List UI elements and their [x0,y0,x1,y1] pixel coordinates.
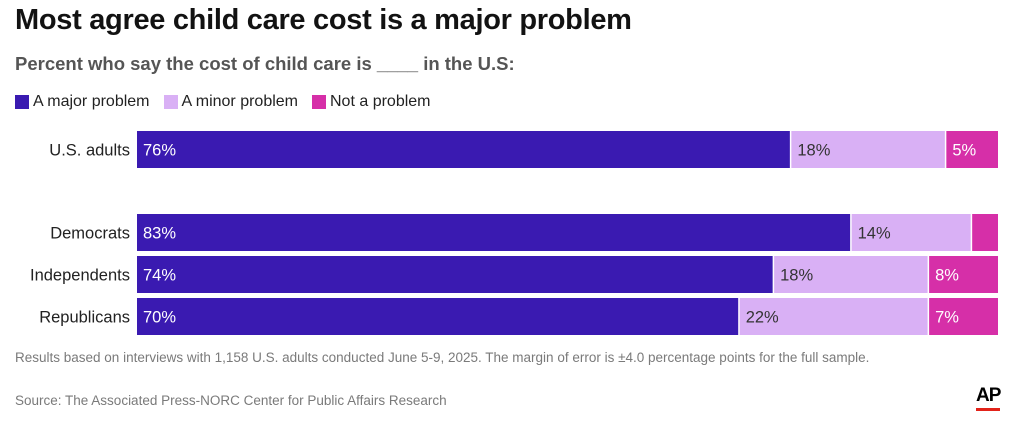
legend-swatch-major [15,95,29,109]
legend-label-not: Not a problem [330,93,431,110]
data-label-democrats-major: 83% [143,225,176,243]
bar-u-s-adults-minor [791,131,945,168]
bar-democrats-minor [851,214,971,251]
bar-independents-major [137,256,773,293]
legend-swatch-minor [163,95,178,109]
data-label-u-s-adults-major: 76% [143,142,176,160]
legend: A major problem A minor problem Not a pr… [15,93,445,111]
data-label-democrats-minor: 14% [858,225,891,243]
data-label-u-s-adults-minor: 18% [797,142,830,160]
ap-logo-underline [976,408,1000,411]
legend-label-minor: A minor problem [181,93,299,110]
data-label-u-s-adults-not: 5% [952,142,976,160]
chart-title: Most agree child care cost is a major pr… [15,4,632,36]
data-label-independents-major: 74% [143,267,176,285]
bar-republicans-not [929,298,998,335]
data-label-republicans-not: 7% [935,309,959,327]
bar-democrats-major [137,214,851,251]
legend-item-not: Not a problem [312,93,431,111]
bar-republicans-minor [739,298,928,335]
legend-item-minor: A minor problem [163,93,299,111]
legend-item-major: A major problem [15,93,150,111]
ap-logo-text: AP [976,385,1001,406]
legend-swatch-not [312,95,326,109]
source-credit: Source: The Associated Press-NORC Center… [15,393,447,408]
category-label-independents: Independents [30,267,130,285]
data-label-independents-not: 8% [935,267,959,285]
bar-independents-not [929,256,998,293]
bar-republicans-major [137,298,739,335]
ap-logo: AP [974,385,1002,411]
category-label-democrats: Democrats [50,225,130,243]
bar-u-s-adults-not [946,131,998,168]
category-label-u-s-adults: U.S. adults [49,142,130,160]
bar-independents-minor [774,256,928,293]
methodology-note: Results based on interviews with 1,158 U… [15,350,870,365]
data-label-republicans-major: 70% [143,309,176,327]
chart-subtitle: Percent who say the cost of child care i… [15,53,515,74]
data-label-republicans-minor: 22% [746,309,779,327]
bar-democrats-not [972,214,998,251]
legend-label-major: A major problem [33,93,150,110]
bar-u-s-adults-major [137,131,790,168]
data-label-independents-minor: 18% [780,267,813,285]
category-label-republicans: Republicans [39,309,130,327]
